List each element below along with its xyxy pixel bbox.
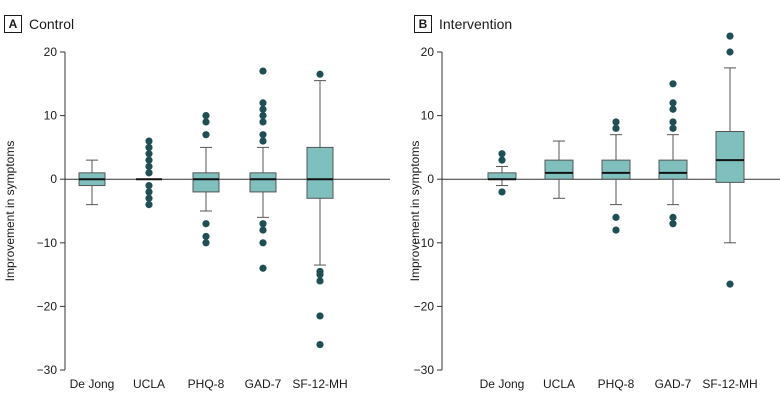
y-tick-label: 20 [421, 45, 435, 59]
x-category-label: De Jong [480, 377, 525, 391]
outlier-point [259, 264, 267, 272]
y-axis-title: Improvement in symptoms [408, 141, 422, 282]
chart-panel-intervention: B Intervention −30 −20 −10 0 10 20 Improvement… [390, 0, 780, 405]
outlier-point [316, 340, 324, 349]
outlier-point [316, 277, 324, 285]
iqr-box [192, 172, 220, 193]
panel-header: B Intervention [414, 14, 512, 34]
outlier-point [259, 118, 267, 126]
outlier-point [145, 188, 153, 196]
outlier-point [259, 67, 267, 75]
y-tick-label: 0 [427, 172, 434, 186]
x-category-label: GAD-7 [245, 377, 282, 391]
outlier-point [669, 124, 677, 132]
iqr-box [601, 159, 631, 180]
iqr-box [306, 146, 334, 199]
outlier-point [669, 80, 677, 88]
outlier-point [145, 137, 153, 145]
outlier-point [612, 118, 620, 126]
outlier-point [145, 143, 153, 151]
panel-letter-badge: B [414, 15, 432, 33]
y-tick-label: 10 [421, 109, 435, 123]
outlier-point [726, 32, 734, 40]
boxplot-chart-intervention: −30 −20 −10 0 10 20 Improvement in symptoms De … [408, 32, 780, 391]
panel-title: Intervention [439, 16, 513, 32]
outlier-point [498, 188, 506, 196]
outlier-point [202, 239, 210, 247]
outlier-point [202, 118, 210, 126]
x-category-label: GAD-7 [655, 377, 692, 391]
outlier-point [259, 137, 267, 145]
boxplot-chart-control: −30 −20 −10 0 10 20 Improvement in symptoms De … [3, 45, 390, 391]
outlier-point [202, 112, 210, 120]
outlier-point [145, 150, 153, 158]
outlier-point [259, 112, 267, 120]
x-category-label: SF-12-MH [292, 377, 347, 391]
y-tick-label: −20 [37, 299, 58, 313]
x-category-label: SF-12-MH [702, 377, 757, 391]
panel-letter-badge: A [4, 15, 22, 33]
y-tick-label: −30 [37, 363, 58, 377]
outlier-point [316, 312, 324, 320]
outlier-point [259, 131, 267, 139]
outlier-point [612, 124, 620, 132]
x-category-label: UCLA [133, 377, 165, 391]
outlier-point [145, 201, 153, 209]
x-category-label: UCLA [543, 377, 575, 391]
outlier-point [145, 194, 153, 202]
outlier-point [259, 226, 267, 234]
x-category-label: PHQ-8 [598, 377, 635, 391]
outlier-point [259, 99, 267, 107]
iqr-box [544, 159, 574, 180]
chart-panel-control: A Control −30 −20 −10 0 10 20 Improvement in s… [3, 14, 390, 391]
x-category-label: De Jong [70, 377, 115, 391]
outlier-point [145, 181, 153, 190]
outlier-point [726, 280, 734, 288]
outlier-point [259, 239, 267, 247]
outlier-point [669, 220, 677, 228]
outlier-point [612, 213, 620, 221]
outlier-point [498, 150, 506, 158]
outlier-point [202, 232, 210, 241]
outlier-point [498, 156, 506, 164]
iqr-box [658, 159, 688, 180]
outlier-point [669, 213, 677, 221]
outlier-point [669, 99, 677, 107]
outlier-point [145, 162, 153, 171]
y-tick-label: −20 [414, 299, 435, 313]
y-tick-label: 0 [50, 172, 57, 186]
y-tick-label: 10 [44, 109, 58, 123]
panel-title: Control [29, 16, 75, 32]
outlier-point [316, 70, 324, 78]
iqr-box [715, 131, 745, 183]
y-tick-label: −10 [37, 236, 58, 250]
outlier-point [145, 156, 153, 164]
outlier-point [259, 220, 267, 228]
y-axis-title: Improvement in symptoms [3, 141, 17, 282]
outlier-point [726, 48, 734, 56]
outlier-point [145, 169, 153, 177]
outlier-point [202, 131, 210, 139]
x-category-label: PHQ-8 [188, 377, 225, 391]
y-tick-label: −10 [414, 236, 435, 250]
y-tick-label: −30 [414, 363, 435, 377]
outlier-point [669, 118, 677, 126]
y-tick-label: 20 [44, 45, 58, 59]
outlier-point [612, 226, 620, 234]
outlier-point [669, 105, 677, 113]
outlier-point [316, 271, 324, 279]
iqr-box [249, 172, 277, 193]
outlier-point [202, 220, 210, 228]
outlier-point [259, 105, 267, 113]
panel-header: A Control [4, 14, 74, 34]
